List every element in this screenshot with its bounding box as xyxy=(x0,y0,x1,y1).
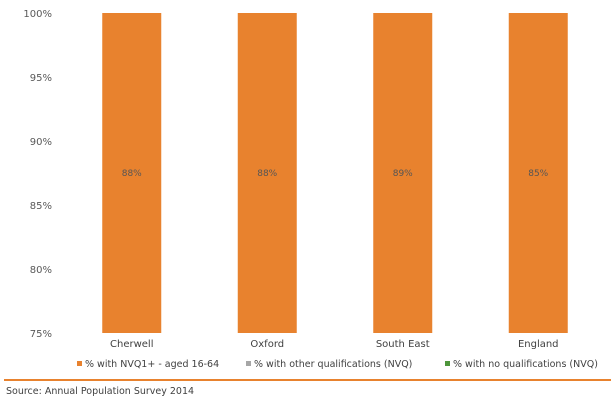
y-tick-label: 90% xyxy=(30,137,52,148)
y-tick-label: 80% xyxy=(30,265,52,276)
data-label: 88% xyxy=(257,169,277,179)
bars: 88%7%4%88%7%4%89%5%6%85%6%9% xyxy=(102,13,568,333)
legend-label: % with NVQ1+ - aged 16-64 xyxy=(85,359,219,370)
y-axis: 75% 80% 85% 90% 95% 100% xyxy=(23,9,52,340)
legend-label: % with other qualifications (NVQ) xyxy=(254,359,412,370)
bar-segment xyxy=(508,13,568,333)
y-tick-label: 100% xyxy=(23,9,52,20)
y-tick-label: 75% xyxy=(30,329,52,340)
x-category-label: England xyxy=(518,339,559,350)
bar-segment xyxy=(237,13,297,333)
legend-swatch xyxy=(246,361,251,366)
legend-label: % with no qualifications (NVQ) xyxy=(453,359,598,370)
stacked-bar-chart: 75% 80% 85% 90% 95% 100% 88%7%4%88%7%4%89%5%6… xyxy=(23,9,598,370)
legend-swatch xyxy=(445,361,450,366)
x-category-label: Oxford xyxy=(250,339,284,350)
source-note: Source: Annual Population Survey 2014 xyxy=(6,386,195,397)
x-category-label: South East xyxy=(376,339,430,350)
y-tick-label: 85% xyxy=(30,201,52,212)
x-category-label: Cherwell xyxy=(110,339,153,350)
legend-swatch xyxy=(77,361,82,366)
bar-segment xyxy=(102,13,162,333)
bar-segment xyxy=(373,13,433,333)
data-label: 88% xyxy=(122,169,142,179)
legend: % with NVQ1+ - aged 16-64 % with other qu… xyxy=(77,359,598,370)
data-label: 85% xyxy=(528,169,548,179)
data-label: 89% xyxy=(393,169,413,179)
y-tick-label: 95% xyxy=(30,73,52,84)
footer-divider xyxy=(4,379,611,381)
x-axis: Cherwell Oxford South East England xyxy=(110,339,559,350)
